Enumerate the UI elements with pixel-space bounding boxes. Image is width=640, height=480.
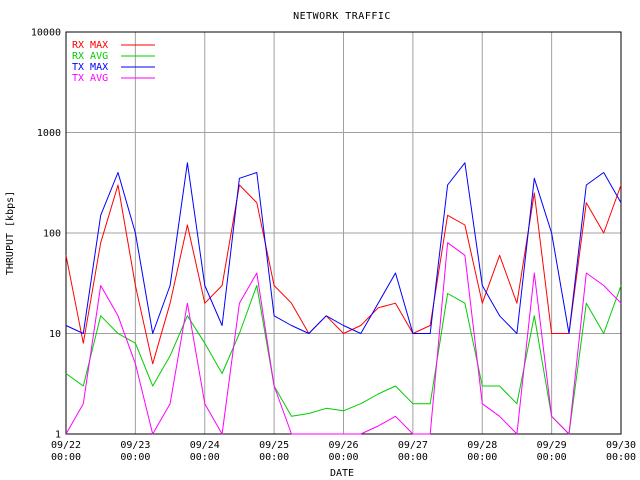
y-tick-label: 1 [55, 430, 61, 441]
legend-label-rx-avg: RX AVG [72, 51, 108, 62]
legend-label-tx-max: TX MAX [72, 62, 108, 73]
chart-title: NETWORK TRAFFIC [293, 11, 391, 22]
y-tick-label: 10000 [31, 28, 61, 39]
x-tick-date: 09/22 [51, 440, 81, 451]
legend-label-rx-max: RX MAX [72, 40, 108, 51]
legend-label-tx-avg: TX AVG [72, 73, 108, 84]
x-tick-date: 09/24 [190, 440, 220, 451]
x-tick-date: 09/26 [328, 440, 358, 451]
x-tick-time: 00:00 [190, 452, 220, 463]
y-tick-label: 1000 [37, 128, 61, 139]
y-tick-label: 10 [49, 329, 61, 340]
y-axis-label: THRUPUT [kbps] [5, 191, 16, 275]
x-tick-date: 09/25 [259, 440, 289, 451]
x-tick-time: 00:00 [537, 452, 567, 463]
series-line-tx-max [65, 162, 622, 334]
x-tick-date: 09/23 [120, 440, 150, 451]
x-tick-date: 09/30 [606, 440, 636, 451]
series-lines [65, 162, 622, 435]
x-tick-time: 00:00 [51, 452, 81, 463]
x-tick-date: 09/29 [537, 440, 567, 451]
y-tick-label: 100 [43, 229, 61, 240]
x-tick-time: 00:00 [398, 452, 428, 463]
series-line-rx-avg [65, 285, 622, 435]
x-axis-label: DATE [330, 468, 354, 479]
x-tick-time: 00:00 [120, 452, 150, 463]
x-tick-date: 09/27 [398, 440, 428, 451]
series-line-tx-avg [65, 242, 622, 435]
grid [66, 32, 621, 434]
x-tick-time: 00:00 [328, 452, 358, 463]
x-tick-time: 00:00 [467, 452, 497, 463]
x-tick-time: 00:00 [259, 452, 289, 463]
x-tick-time: 00:00 [606, 452, 636, 463]
axis-ticks: 11010010001000009/2200:0009/2300:0009/24… [31, 28, 636, 464]
x-tick-date: 09/28 [467, 440, 497, 451]
